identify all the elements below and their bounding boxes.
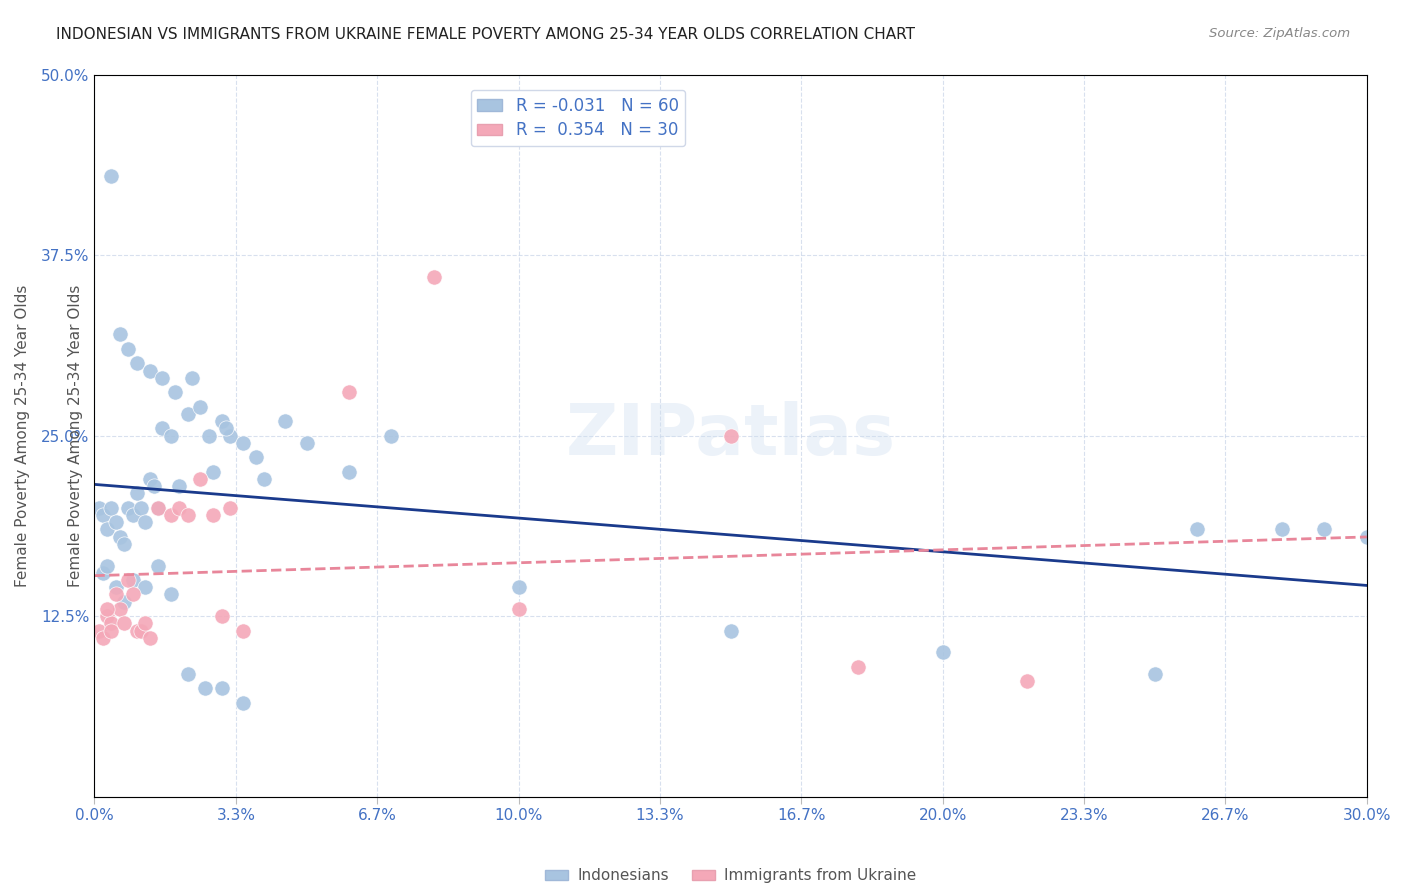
Point — [508, 602, 530, 616]
Point — [125, 356, 148, 370]
Point — [100, 616, 122, 631]
Point — [1271, 523, 1294, 537]
Point — [138, 363, 160, 377]
Point — [91, 566, 114, 580]
Point — [337, 385, 360, 400]
Point — [150, 371, 173, 385]
Point — [112, 616, 135, 631]
Point — [720, 624, 742, 638]
Point — [96, 609, 118, 624]
Point — [121, 587, 143, 601]
Point — [295, 435, 318, 450]
Point — [337, 465, 360, 479]
Point — [121, 573, 143, 587]
Point — [104, 587, 127, 601]
Point — [108, 327, 131, 342]
Point — [1017, 674, 1039, 689]
Point — [159, 428, 181, 442]
Point — [104, 515, 127, 529]
Point — [169, 500, 191, 515]
Point — [1185, 523, 1208, 537]
Point — [211, 414, 233, 428]
Point — [150, 421, 173, 435]
Point — [112, 537, 135, 551]
Point — [117, 573, 139, 587]
Point — [96, 602, 118, 616]
Point — [846, 659, 869, 673]
Legend: R = -0.031   N = 60, R =  0.354   N = 30: R = -0.031 N = 60, R = 0.354 N = 30 — [471, 90, 685, 146]
Point — [96, 558, 118, 573]
Text: Source: ZipAtlas.com: Source: ZipAtlas.com — [1209, 27, 1350, 40]
Point — [87, 500, 110, 515]
Point — [177, 407, 200, 421]
Point — [138, 631, 160, 645]
Point — [108, 602, 131, 616]
Point — [104, 580, 127, 594]
Point — [125, 486, 148, 500]
Point — [138, 472, 160, 486]
Point — [380, 428, 402, 442]
Y-axis label: Female Poverty Among 25-34 Year Olds: Female Poverty Among 25-34 Year Olds — [15, 285, 30, 587]
Point — [134, 616, 156, 631]
Y-axis label: Female Poverty Among 25-34 Year Olds: Female Poverty Among 25-34 Year Olds — [69, 285, 83, 587]
Point — [100, 169, 122, 183]
Point — [508, 580, 530, 594]
Point — [202, 465, 225, 479]
Point — [108, 530, 131, 544]
Point — [134, 580, 156, 594]
Text: INDONESIAN VS IMMIGRANTS FROM UKRAINE FEMALE POVERTY AMONG 25-34 YEAR OLDS CORRE: INDONESIAN VS IMMIGRANTS FROM UKRAINE FE… — [56, 27, 915, 42]
Point — [177, 508, 200, 522]
Point — [117, 342, 139, 356]
Point — [232, 696, 254, 710]
Point — [142, 479, 165, 493]
Point — [146, 558, 169, 573]
Point — [202, 508, 225, 522]
Point — [100, 624, 122, 638]
Point — [146, 500, 169, 515]
Point — [177, 667, 200, 681]
Point — [1355, 530, 1378, 544]
Point — [190, 472, 212, 486]
Point — [129, 500, 152, 515]
Point — [274, 414, 297, 428]
Point — [112, 595, 135, 609]
Point — [87, 624, 110, 638]
Point — [215, 421, 238, 435]
Point — [121, 508, 143, 522]
Point — [1313, 523, 1336, 537]
Point — [181, 371, 204, 385]
Point — [91, 508, 114, 522]
Point — [219, 500, 242, 515]
Point — [96, 523, 118, 537]
Point — [100, 500, 122, 515]
Point — [198, 428, 221, 442]
Point — [720, 428, 742, 442]
Point — [232, 435, 254, 450]
Point — [146, 500, 169, 515]
Point — [219, 428, 242, 442]
Point — [125, 624, 148, 638]
Point — [165, 385, 187, 400]
Point — [211, 609, 233, 624]
Point — [253, 472, 276, 486]
Point — [232, 624, 254, 638]
Point — [211, 681, 233, 696]
Text: ZIPatlas: ZIPatlas — [565, 401, 896, 470]
Point — [159, 508, 181, 522]
Point — [931, 645, 953, 659]
Point — [91, 631, 114, 645]
Point — [1143, 667, 1166, 681]
Point — [117, 500, 139, 515]
Point — [129, 624, 152, 638]
Point — [245, 450, 267, 465]
Point — [159, 587, 181, 601]
Point — [169, 479, 191, 493]
Point — [134, 515, 156, 529]
Point — [194, 681, 217, 696]
Point — [422, 269, 444, 284]
Point — [190, 400, 212, 414]
